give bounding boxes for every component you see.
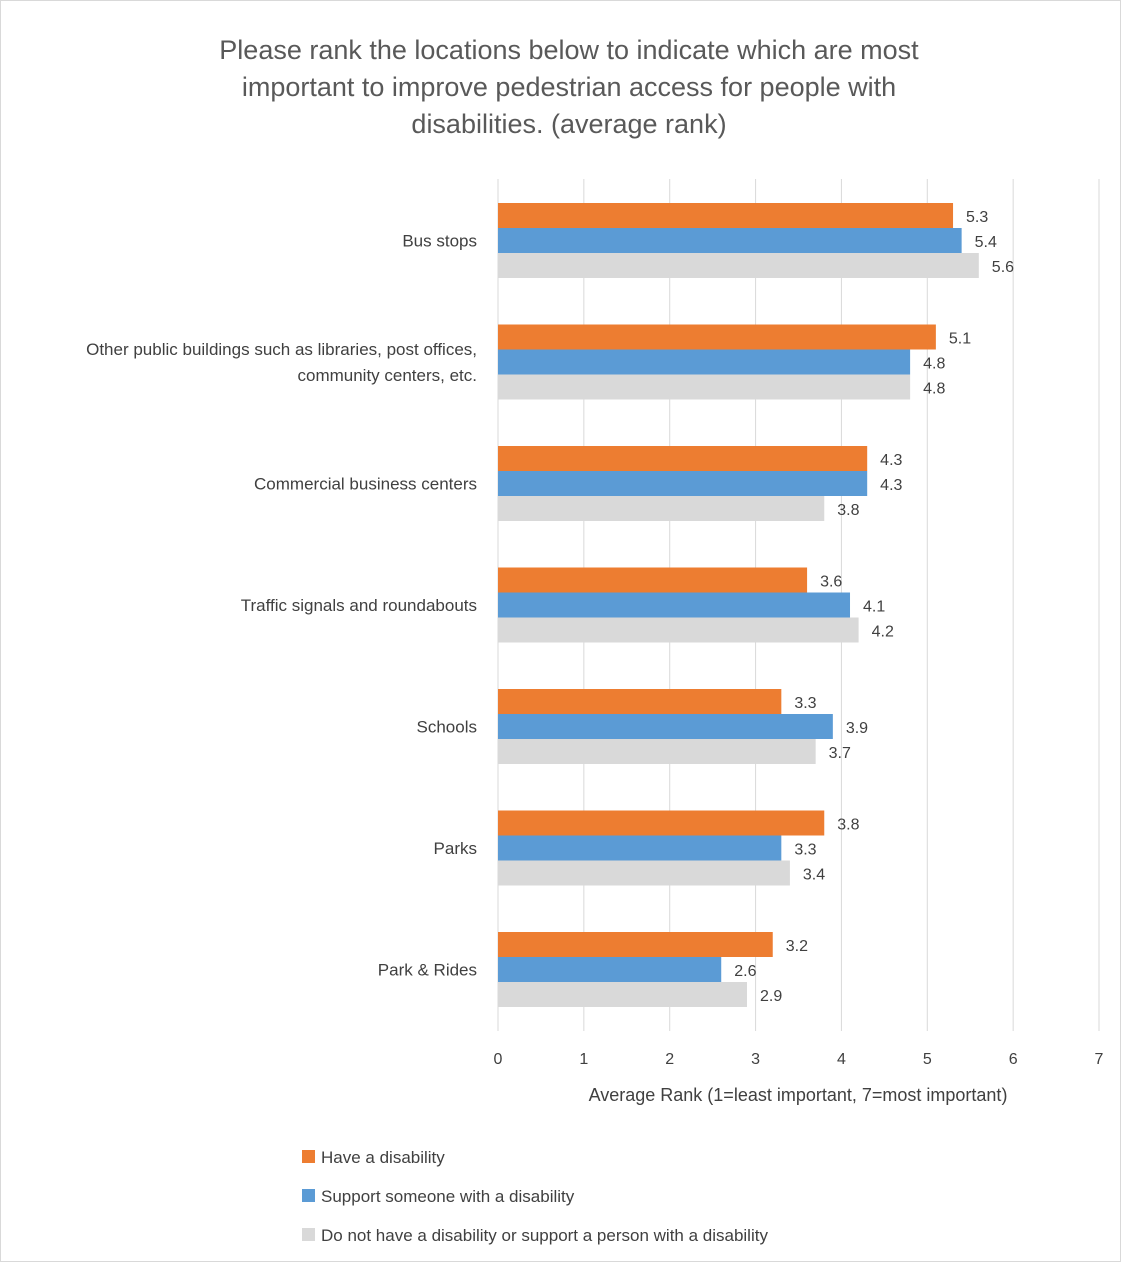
bar (498, 374, 911, 400)
category-label: Park & Rides (378, 961, 477, 980)
data-label: 5.1 (949, 331, 971, 348)
category-label: Schools (417, 718, 477, 737)
category-label: Parks (434, 839, 477, 858)
x-tick-label: 4 (837, 1051, 846, 1068)
data-label: 3.4 (803, 867, 825, 884)
bar (498, 617, 859, 643)
legend-label: Do not have a disability or support a pe… (321, 1226, 768, 1245)
bar (498, 471, 868, 496)
category-label: community centers, etc. (297, 366, 477, 385)
data-label: 3.3 (794, 842, 816, 859)
data-label: 5.6 (992, 259, 1014, 276)
bar (498, 253, 979, 278)
data-label: 4.3 (880, 452, 902, 469)
legend-label: Have a disability (321, 1148, 445, 1167)
data-label: 3.7 (829, 745, 851, 762)
x-tick-label: 0 (494, 1051, 503, 1068)
data-label: 3.6 (820, 574, 842, 591)
data-label: 3.2 (786, 938, 808, 955)
bar (498, 324, 936, 350)
data-label: 4.8 (923, 381, 945, 398)
data-label: 3.3 (794, 695, 816, 712)
category-labels: Bus stops Other public buildings such as … (86, 232, 477, 980)
data-label: 4.8 (923, 356, 945, 373)
bar (498, 567, 808, 593)
bar (498, 835, 782, 861)
bar (498, 689, 782, 714)
bar (498, 714, 833, 739)
x-tick-label: 1 (579, 1051, 588, 1068)
x-tick-label: 7 (1095, 1051, 1104, 1068)
category-label: Commercial business centers (254, 475, 477, 494)
bar (498, 592, 851, 618)
chart-title: Please rank the locations below to indic… (219, 35, 919, 139)
chart-title-line: Please rank the locations below to indic… (219, 35, 919, 65)
legend: Have a disability Support someone with a … (302, 1148, 768, 1245)
data-label: 2.6 (734, 963, 756, 980)
data-label: 4.2 (872, 624, 894, 641)
bar (498, 982, 747, 1007)
data-label: 4.1 (863, 599, 885, 616)
category-label: Other public buildings such as libraries… (86, 340, 477, 359)
bar (498, 739, 816, 764)
legend-swatch (302, 1150, 315, 1163)
legend-swatch (302, 1189, 315, 1202)
bars: 5.35.45.65.14.84.84.34.33.83.64.14.23.33… (498, 203, 1014, 1007)
x-tick-label: 3 (751, 1051, 760, 1068)
bar (498, 932, 773, 957)
x-axis-title: Average Rank (1=least important, 7=most … (589, 1085, 1008, 1105)
bar (498, 957, 722, 982)
category-label: Traffic signals and roundabouts (241, 596, 477, 615)
legend-label: Support someone with a disability (321, 1187, 575, 1206)
data-label: 3.8 (837, 817, 859, 834)
bar (498, 228, 962, 253)
bar (498, 860, 790, 886)
chart-title-line: important to improve pedestrian access f… (242, 72, 896, 102)
x-tick-label: 6 (1009, 1051, 1018, 1068)
data-label: 2.9 (760, 988, 782, 1005)
bar (498, 349, 911, 375)
data-label: 3.8 (837, 502, 859, 519)
x-tick-label: 2 (665, 1051, 674, 1068)
x-tick-label: 5 (923, 1051, 932, 1068)
data-label: 3.9 (846, 720, 868, 737)
bar (498, 203, 954, 228)
chart-title-line: disabilities. (average rank) (411, 109, 726, 139)
legend-swatch (302, 1228, 315, 1241)
category-label: Bus stops (402, 232, 477, 251)
bar (498, 810, 825, 836)
data-label: 5.4 (975, 234, 997, 251)
bar (498, 446, 868, 471)
x-tick-labels: 0 1 2 3 4 5 6 7 (494, 1051, 1104, 1068)
bar (498, 496, 825, 521)
data-label: 5.3 (966, 209, 988, 226)
data-label: 4.3 (880, 477, 902, 494)
